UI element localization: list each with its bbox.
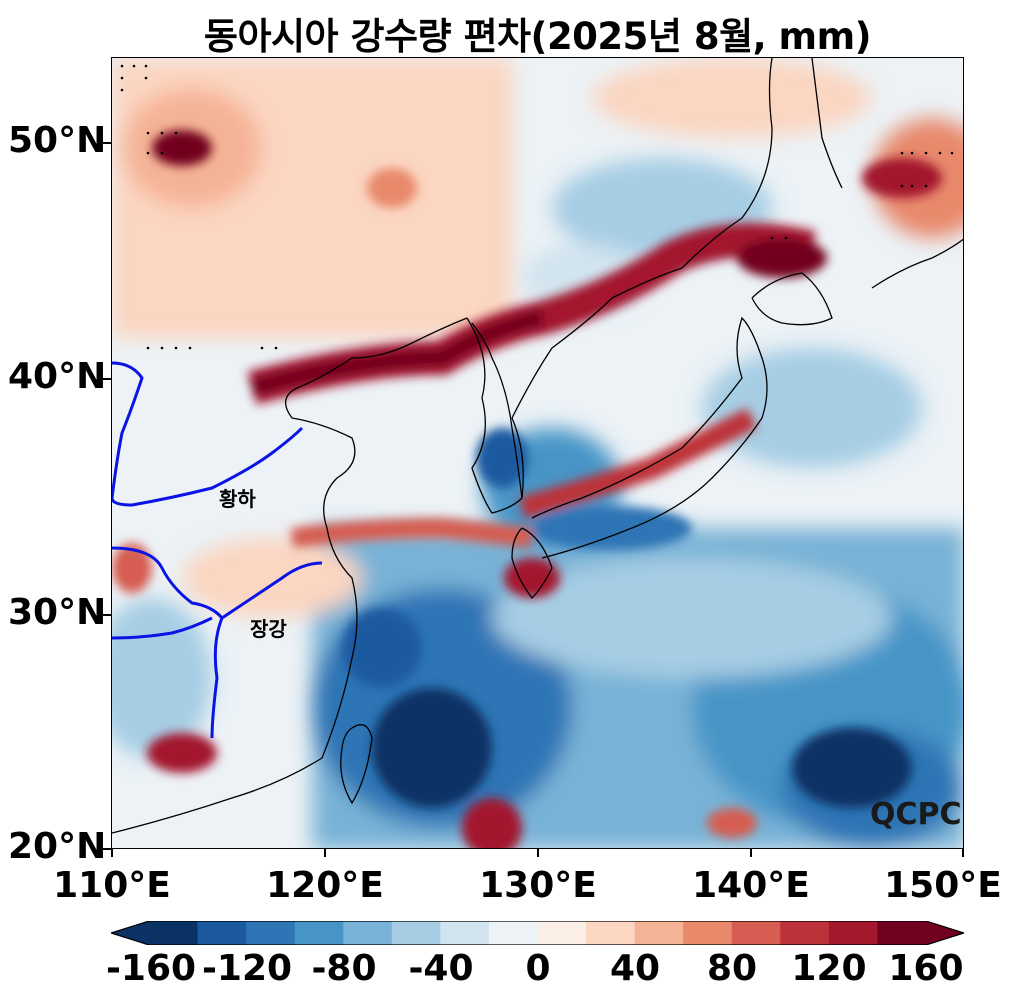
colorbar-label: -120 <box>201 948 293 989</box>
x-tick-130 <box>537 849 539 857</box>
x-tick-label: 150°E <box>884 865 1002 906</box>
colorbar-label: 0 <box>525 948 551 989</box>
colorbar-segment <box>780 921 830 945</box>
colorbar-segment <box>488 921 538 945</box>
x-tick-label: 110°E <box>53 865 171 906</box>
y-tick-label: 30°N <box>8 592 107 633</box>
y-tick-label: 50°N <box>8 120 107 161</box>
colorbar <box>111 921 964 945</box>
x-tick-140 <box>750 849 752 857</box>
rivers <box>112 361 323 739</box>
colorbar-label: -80 <box>311 948 377 989</box>
colorbar-segment <box>731 921 781 945</box>
map-title: 동아시아 강수량 편차(2025년 8월, mm) <box>203 15 872 58</box>
colorbar-segments <box>111 921 964 945</box>
colorbar-label: 80 <box>706 948 758 989</box>
y-tick-label: 20°N <box>8 826 107 867</box>
colorbar-extend-high <box>926 921 964 945</box>
yellow-river-label: 황하 <box>219 487 256 511</box>
colorbar-segment <box>586 921 636 945</box>
colorbar-label: -160 <box>105 948 197 989</box>
yangtze-river-label: 장강 <box>250 617 287 641</box>
coastlines <box>112 58 963 834</box>
colorbar-label: 120 <box>791 948 867 989</box>
y-tick-20 <box>103 848 111 850</box>
colorbar-segment <box>634 921 684 945</box>
x-tick-110 <box>111 849 113 857</box>
colorbar-label: 40 <box>609 948 661 989</box>
yangtze-river <box>112 546 323 739</box>
colorbar-segment <box>197 921 247 945</box>
x-tick-label: 120°E <box>266 865 384 906</box>
qcpc-watermark: QCPC <box>870 797 962 832</box>
colorbar-label: 160 <box>888 948 964 989</box>
colorbar-extend-low <box>111 921 149 945</box>
colorbar-segment <box>683 921 733 945</box>
colorbar-segment <box>537 921 587 945</box>
anomaly-bands <box>112 130 942 848</box>
colorbar-segment <box>391 921 441 945</box>
colorbar-label: -40 <box>408 948 474 989</box>
colorbar-segment <box>343 921 393 945</box>
y-tick-40 <box>103 378 111 380</box>
y-tick-label: 40°N <box>8 356 107 397</box>
x-tick-label: 140°E <box>692 865 810 906</box>
x-tick-label: 130°E <box>479 865 597 906</box>
colorbar-segment <box>877 921 927 945</box>
x-tick-150 <box>962 849 964 857</box>
colorbar-segment <box>149 921 199 945</box>
colorbar-segment <box>294 921 344 945</box>
y-tick-50 <box>103 142 111 144</box>
colorbar-segment <box>440 921 490 945</box>
precipitation-anomaly-map: 황하 장강 QCPC <box>111 57 964 849</box>
significance-dots <box>120 64 954 350</box>
x-tick-120 <box>324 849 326 857</box>
yellow-river <box>112 361 304 507</box>
y-tick-30 <box>103 614 111 616</box>
colorbar-segment <box>246 921 296 945</box>
colorbar-segment <box>828 921 878 945</box>
